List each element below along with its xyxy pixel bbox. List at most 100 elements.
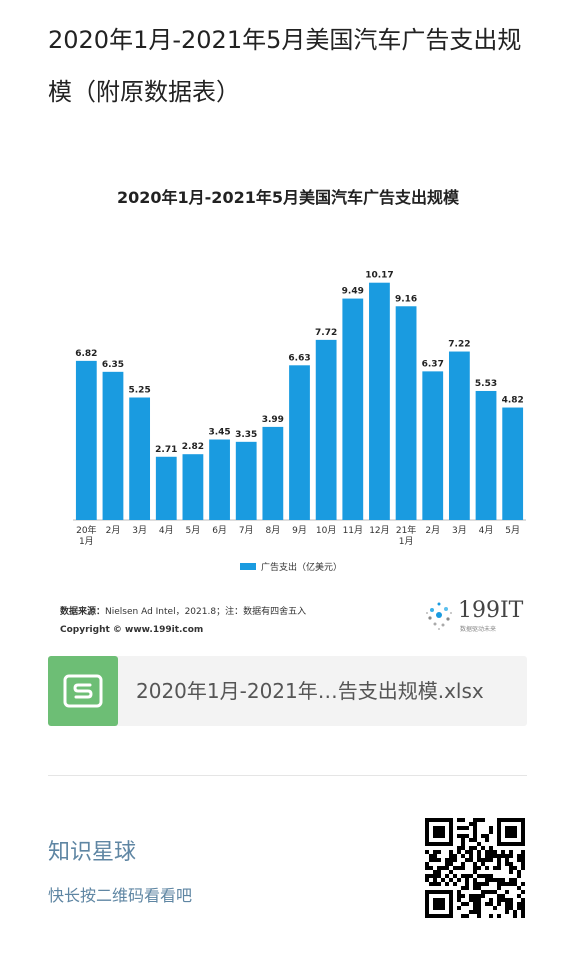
qr-module [521,910,525,914]
qr-module [509,882,513,886]
qr-module [469,898,473,902]
qr-module [505,862,509,866]
qr-module [485,878,489,882]
qr-module [461,862,465,866]
qr-module [461,854,465,858]
qr-module [473,894,477,898]
qr-module [501,850,505,854]
qr-module [489,846,493,850]
qr-module [497,878,501,882]
qr-code[interactable] [425,818,525,918]
qr-module [485,902,489,906]
logo-icon [426,602,452,630]
logo-text: 199IT [458,598,524,623]
bar [235,441,257,520]
spreadsheet-icon [48,656,118,726]
qr-module [493,866,497,870]
attachment-card[interactable]: 2020年1月-2021年…告支出规模.xlsx [48,656,527,726]
data-label: 6.63 [288,353,310,363]
qr-module [521,906,525,910]
qr-module [521,854,525,858]
qr-module [437,870,441,874]
qr-module [493,850,497,854]
qr-module [449,858,453,862]
qr-module [501,882,505,886]
qr-module [429,866,433,870]
qr-module [505,902,509,906]
qr-module [489,878,493,882]
legend-swatch [240,563,256,570]
qr-module [437,850,441,854]
qr-module [469,858,473,862]
qr-module [469,846,473,850]
data-label: 6.37 [422,359,444,369]
data-label: 3.45 [208,428,230,438]
x-tick-label: 5月 [505,525,520,536]
divider [48,775,527,776]
qr-module [465,882,469,886]
qr-module [505,826,517,838]
bar [155,456,177,520]
qr-module [505,882,509,886]
chart-legend: 广告支出（亿美元） [240,560,342,573]
bar [315,339,337,520]
bar [289,365,310,520]
qr-module [465,886,469,890]
bar [102,371,124,520]
qr-module [521,858,525,862]
qr-module [521,898,525,902]
bar [475,390,497,520]
article-title: 2020年1月-2021年5月美国汽车广告支出规模（附原数据表） [48,26,522,106]
data-label: 10.17 [365,271,393,281]
qr-module [433,870,437,874]
qr-module [485,838,489,842]
qr-module [437,858,441,862]
qr-module [429,874,433,878]
qr-module [425,862,429,866]
qr-module [465,902,469,906]
qr-module [461,902,465,906]
chart-image: 6.82 20年 1月 6.35 2月 5.25 3月 2.71 4月 2.82 5月 3.45 6月 3… [48,170,528,640]
qr-module [425,878,429,882]
qr-module [509,878,513,882]
qr-module [505,906,509,910]
qr-module [497,854,501,858]
qr-module [481,834,485,838]
qr-module [517,874,521,878]
x-tick-label: 11月 [343,525,363,536]
qr-module [513,866,517,870]
bar [448,351,470,520]
qr-module [481,894,485,898]
footer-subtitle: 快长按二维码看看吧 [48,886,193,905]
logo-subtitle: 数据驱动未来 [460,626,497,633]
x-tick-label: 7月 [239,525,254,536]
x-tick-label: 1月 [399,536,414,547]
qr-module [461,914,465,918]
qr-module [517,858,521,862]
qr-module [445,862,449,866]
data-label: 3.99 [262,415,284,425]
qr-module [441,866,445,870]
qr-module [517,902,521,906]
qr-module [473,846,477,850]
x-tick-label: 3月 [452,525,467,536]
qr-module [465,878,469,882]
qr-module [453,882,457,886]
qr-module [457,818,461,822]
source-label: 数据来源： [60,607,106,617]
qr-module [521,902,525,906]
qr-module [425,866,429,870]
qr-module [469,822,473,826]
qr-module [521,890,525,894]
bar [129,397,151,520]
qr-module [497,894,501,898]
qr-module [501,894,505,898]
qr-module [481,862,485,866]
data-label: 3.35 [235,430,257,440]
qr-module [429,882,433,886]
qr-module [481,882,485,886]
qr-module [453,858,457,862]
qr-module [477,914,481,918]
footer-title: 知识星球 [48,840,137,865]
qr-module [461,846,465,850]
